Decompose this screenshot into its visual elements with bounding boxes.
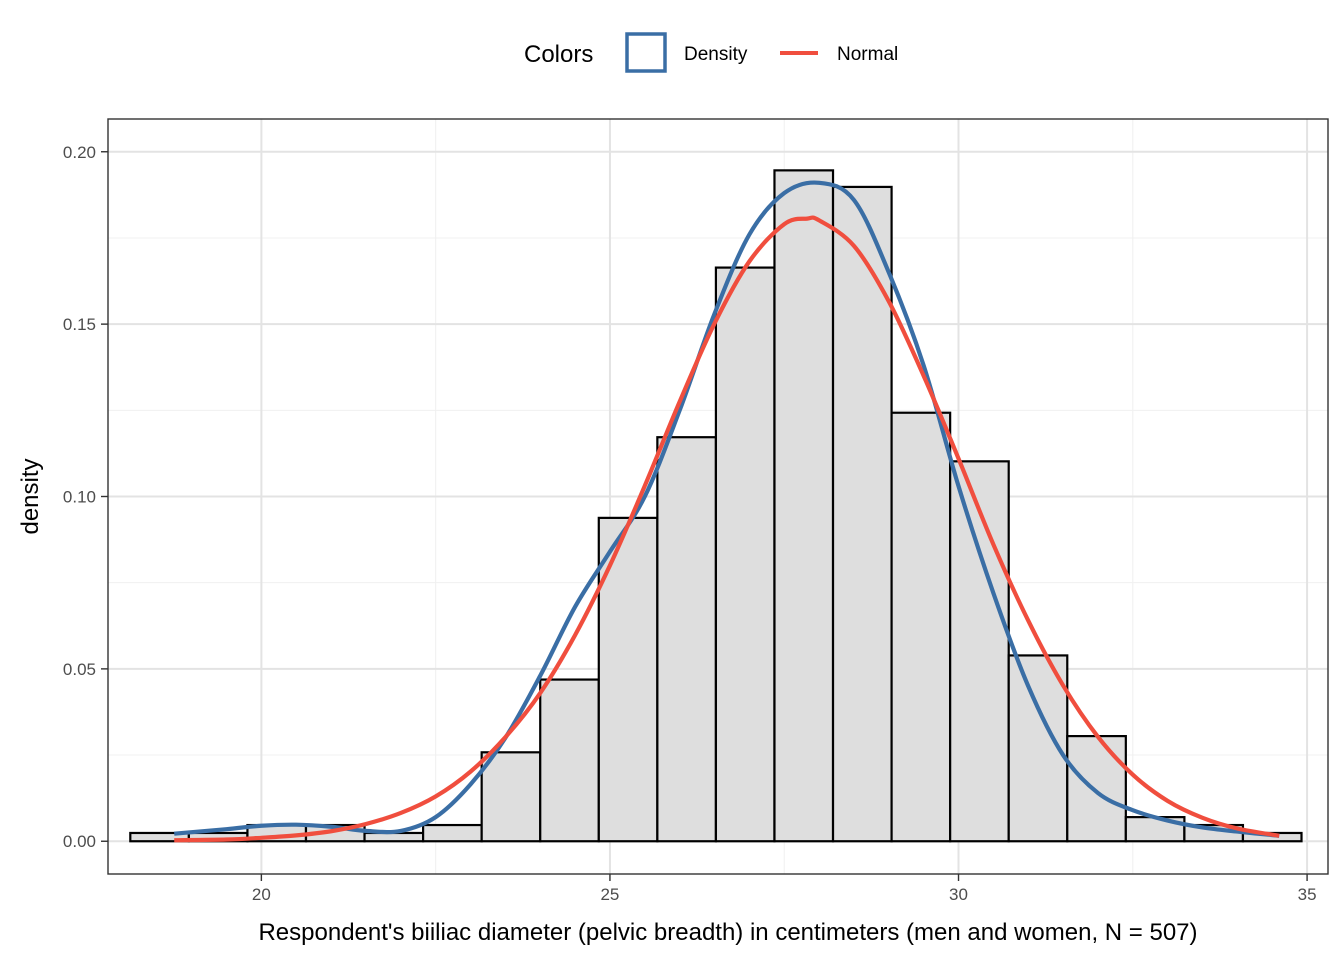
histogram-bar-7: [539, 678, 600, 843]
x-tick-label: 30: [949, 885, 968, 904]
histogram-bar-6: [480, 751, 542, 843]
legend-label-normal: Normal: [837, 44, 898, 65]
y-tick-label: 0.05: [63, 660, 96, 679]
y-tick-label: 0.15: [63, 315, 96, 334]
y-tick-label: 0.10: [63, 488, 96, 507]
histogram-bar-9: [656, 436, 718, 843]
y-tick-label: 0.20: [63, 143, 96, 162]
x-tick-label: 35: [1298, 885, 1317, 904]
histogram-bar-10: [714, 266, 776, 843]
x-axis-title: Respondent's biiliac diameter (pelvic br…: [258, 919, 1197, 946]
x-axis-ticks: 20 25 30 35: [252, 874, 1317, 904]
y-axis-ticks: 0.00 0.05 0.10 0.15 0.20: [63, 143, 108, 851]
curve-layer: [174, 180, 1280, 843]
histogram-bar-16: [1066, 735, 1127, 843]
legend-title: Colors: [524, 41, 593, 68]
histogram-bar-13: [890, 411, 952, 843]
y-tick-label: 0.00: [63, 832, 96, 851]
histogram-bar-11: [773, 169, 835, 843]
y-axis-title: density: [17, 458, 44, 534]
legend-label-density: Density: [684, 44, 748, 65]
histogram-bar-5: [422, 823, 483, 843]
x-tick-label: 25: [600, 885, 619, 904]
histogram-bar-4: [363, 831, 425, 843]
histogram-bar-14: [949, 460, 1010, 843]
curve-normal: [174, 215, 1280, 843]
curve-density: [174, 180, 1280, 838]
x-tick-label: 20: [252, 885, 271, 904]
legend-key-density: [625, 32, 667, 73]
legend: Colors Density Normal: [524, 32, 898, 73]
histogram-bar-12: [831, 185, 893, 843]
